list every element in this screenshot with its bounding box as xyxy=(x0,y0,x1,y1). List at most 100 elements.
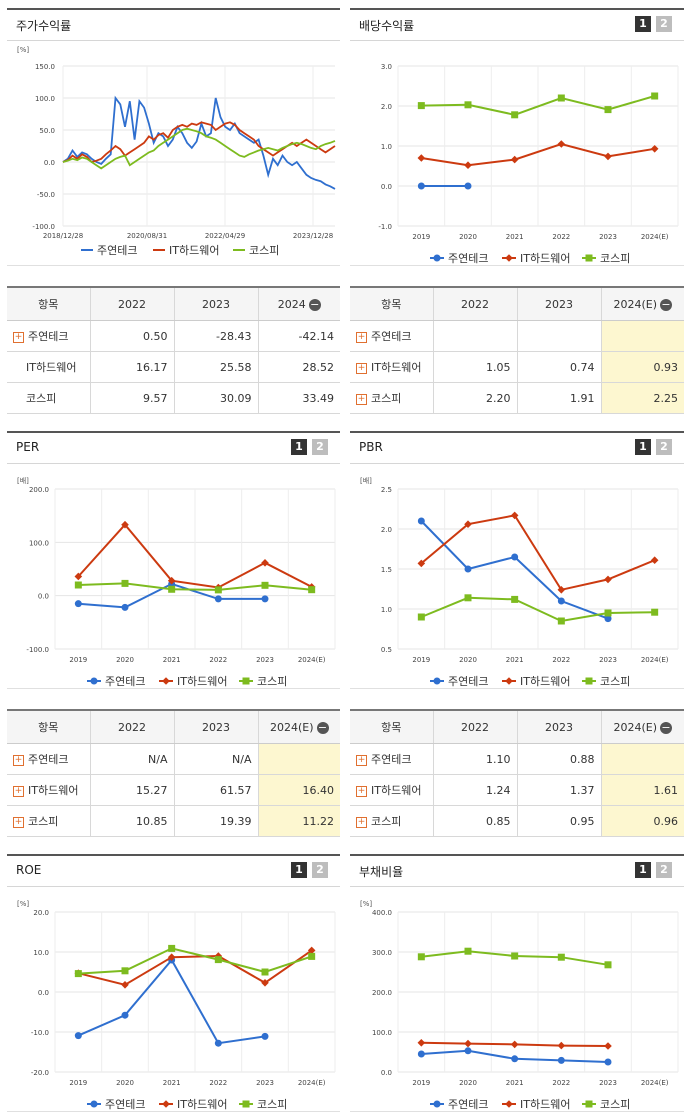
panel-title: 부채비율 xyxy=(359,865,404,879)
table-row: + 코스피 10.85 19.39 11.22 xyxy=(7,805,340,837)
y-tick-label: -100.0 xyxy=(26,646,49,654)
data-point xyxy=(90,1100,98,1108)
page-1-button[interactable]: 1 xyxy=(635,439,651,455)
data-point xyxy=(557,953,565,961)
page-1-button[interactable]: 1 xyxy=(635,862,651,878)
data-point xyxy=(417,517,425,525)
data-point xyxy=(511,1055,519,1063)
page-1-button[interactable]: 1 xyxy=(291,862,307,878)
data-point xyxy=(464,101,472,109)
series-line xyxy=(78,949,313,986)
col-header: 2022 xyxy=(89,709,174,744)
x-tick-label: 2021 xyxy=(163,1079,181,1087)
data-point xyxy=(557,586,566,594)
dividend-yield-panel: 배당수익률 1 2 3.0 2.0 1.0 0.0 -1.0 2019 2020 2021 20… xyxy=(350,8,684,266)
y-tick-label: 0.0 xyxy=(44,159,55,167)
y-tick-label: 10.0 xyxy=(33,949,49,957)
x-tick-label: 2023/12/28 xyxy=(293,232,333,240)
data-point xyxy=(168,585,176,593)
debt-ratio-chart: [%]400.0 300.0 200.0 100.0 0.0 2019 2020 2021 20… xyxy=(360,900,679,1111)
data-point xyxy=(464,182,472,190)
x-tick-label: 2018/12/28 xyxy=(43,232,83,240)
data-point xyxy=(121,967,129,975)
x-tick-label: 2022 xyxy=(209,1079,227,1087)
expand-plus-icon[interactable]: + xyxy=(356,816,367,828)
expand-plus-icon[interactable]: + xyxy=(13,785,24,797)
series-line xyxy=(420,514,656,591)
expand-plus-icon[interactable]: + xyxy=(356,785,367,797)
expand-plus-icon[interactable]: + xyxy=(356,331,367,343)
x-tick-label: 2021 xyxy=(506,233,524,241)
page-2-button[interactable]: 2 xyxy=(312,439,328,455)
data-point xyxy=(261,559,269,567)
data-point xyxy=(121,603,129,611)
y-tick-label: -20.0 xyxy=(31,1069,49,1077)
legend-label: IT하드웨어 xyxy=(520,1097,570,1111)
expand-plus-icon[interactable]: + xyxy=(13,816,24,828)
x-tick-label: 2024(E) xyxy=(298,1079,326,1087)
x-tick-label: 2023 xyxy=(256,656,274,664)
series-line xyxy=(421,142,655,167)
x-tick-label: 2020 xyxy=(459,233,477,241)
x-tick-label: 2021 xyxy=(506,1079,524,1087)
x-tick-label: 2020/08/31 xyxy=(127,232,167,240)
col-header: 2023 xyxy=(173,709,258,744)
y-tick-label: -1.0 xyxy=(378,223,392,231)
x-tick-label: 2020 xyxy=(116,1079,134,1087)
data-point xyxy=(74,581,82,589)
data-point xyxy=(74,600,82,608)
stock-return-panel: 주가수익률 [%] 150.0 100.0 50.0 0.0 -50.0 -100.0 201… xyxy=(7,8,340,266)
series-line xyxy=(62,121,336,164)
expand-plus-icon[interactable]: + xyxy=(356,754,367,766)
y-tick-label: 0.0 xyxy=(38,593,49,601)
expand-plus-icon[interactable]: + xyxy=(356,393,367,405)
legend-label: 코스피 xyxy=(257,1098,287,1111)
series-line xyxy=(420,520,609,620)
legend-label: IT하드웨어 xyxy=(520,251,570,265)
data-point xyxy=(308,586,316,594)
data-point xyxy=(162,677,170,685)
x-tick-label: 2023 xyxy=(599,233,617,241)
col-header: 2022 xyxy=(432,709,517,744)
data-point xyxy=(511,111,519,119)
x-tick-label: 2023 xyxy=(256,1079,274,1087)
x-tick-label: 2024(E) xyxy=(641,233,669,241)
legend-label: IT하드웨어 xyxy=(169,243,219,257)
x-tick-label: 2019 xyxy=(412,1079,430,1087)
collapse-minus-icon[interactable]: − xyxy=(660,720,673,734)
expand-plus-icon[interactable]: + xyxy=(356,362,367,374)
page-1-button[interactable]: 1 xyxy=(635,16,651,32)
panel-title: PER xyxy=(16,440,40,454)
page-2-button[interactable]: 2 xyxy=(656,439,672,455)
collapse-minus-icon[interactable]: − xyxy=(660,297,673,311)
data-point xyxy=(417,154,426,162)
legend-label: 주연테크 xyxy=(448,1098,488,1111)
data-point xyxy=(464,565,472,573)
y-tick-label: 2.5 xyxy=(381,486,392,494)
data-point xyxy=(261,968,269,976)
table-row: 코스피 9.57 30.09 33.49 xyxy=(7,382,340,414)
series-line xyxy=(78,582,312,591)
page-2-button[interactable]: 2 xyxy=(656,862,672,878)
col-header: 2023 xyxy=(173,286,258,321)
series-line xyxy=(420,596,655,623)
data-point xyxy=(557,140,566,148)
page-2-button[interactable]: 2 xyxy=(656,16,672,32)
y-tick-label: 100.0 xyxy=(29,539,49,547)
data-point xyxy=(604,1058,612,1066)
expand-plus-icon[interactable]: + xyxy=(13,754,24,766)
data-point xyxy=(167,953,176,961)
col-header: 2024(E) − xyxy=(257,709,340,744)
collapse-minus-icon[interactable]: − xyxy=(316,720,329,734)
legend-label: 코스피 xyxy=(249,244,279,257)
page-2-button[interactable]: 2 xyxy=(312,862,328,878)
col-header: 2023 xyxy=(516,709,601,744)
series-line xyxy=(421,95,655,116)
collapse-minus-icon[interactable]: − xyxy=(308,297,321,311)
legend-label: 주연테크 xyxy=(105,1098,145,1111)
data-point xyxy=(433,254,441,262)
y-tick-label: 0.5 xyxy=(381,646,392,654)
expand-plus-icon[interactable]: + xyxy=(13,331,24,343)
axis-unit: [배] xyxy=(360,476,372,485)
page-1-button[interactable]: 1 xyxy=(291,439,307,455)
